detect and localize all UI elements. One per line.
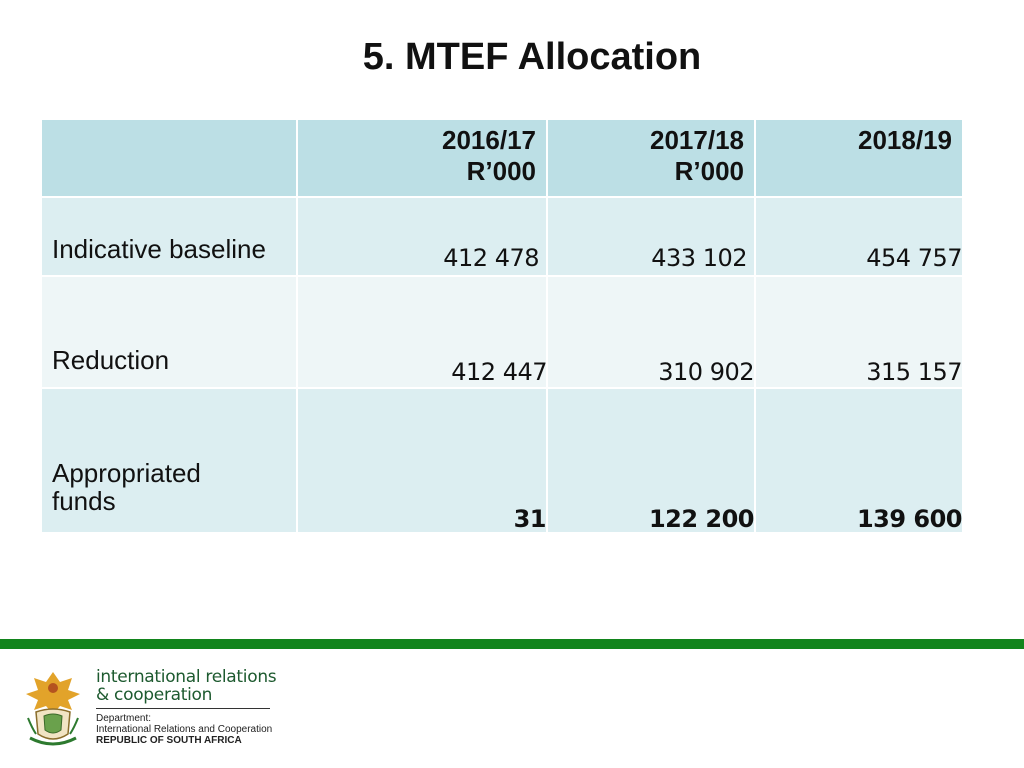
brand-wordmark: international relations & cooperation <box>96 667 277 705</box>
value-2017-18: 122 200 <box>648 505 755 533</box>
brand-line: international relations <box>96 667 277 687</box>
row-label-cell: Appropriated funds <box>42 389 296 532</box>
value-2018-19: 315 157 <box>866 358 962 386</box>
header-cell-2018-19: 2018/19 <box>756 120 962 196</box>
value-cell: 139 600 <box>756 389 963 533</box>
row-label: Reduction <box>52 345 170 375</box>
value-cell: 412 447 <box>298 277 547 387</box>
slide-title: 5. MTEF Allocation <box>362 36 702 78</box>
footer-logo-block: international relations & cooperation De… <box>22 668 282 758</box>
value-cell: 315 157 <box>756 277 962 387</box>
row-label-line: Appropriated <box>52 458 201 488</box>
value-cell: 454 757 <box>756 198 962 275</box>
header-cell-2017-18: 2017/18 R’000 <box>548 120 754 196</box>
footer-divider <box>96 708 270 709</box>
value-2017-18: 433 102 <box>651 244 747 272</box>
dept-label: Department: <box>96 713 152 724</box>
brand-line: & cooperation <box>96 685 213 705</box>
value-cell: 412 478 <box>298 198 546 275</box>
coat-of-arms-icon <box>26 672 80 746</box>
country-name: REPUBLIC OF SOUTH AFRICA <box>96 735 242 746</box>
value-cell: 433 102 <box>548 198 754 275</box>
header-year: 2018/19 <box>858 125 952 155</box>
row-label-line: funds <box>52 486 116 516</box>
value-2016-17: 31 <box>513 505 547 533</box>
value-2016-17: 412 478 <box>443 244 539 272</box>
value-cell: 310 902 <box>548 277 754 387</box>
value-2017-18: 310 902 <box>658 358 754 386</box>
header-unit: R’000 <box>674 156 744 186</box>
row-label: Appropriated funds <box>52 459 201 515</box>
row-label-cell: Reduction <box>42 277 296 387</box>
header-cell-2016-17: 2016/17 R’000 <box>298 120 546 196</box>
value-cell: 122 200 <box>548 389 755 533</box>
value-2018-19: 454 757 <box>866 244 962 272</box>
table-row: Reduction 412 447 310 902 315 157 <box>42 277 962 387</box>
header-year: 2016/17 <box>442 125 536 155</box>
mtef-table: 2016/17 R’000 2017/18 R’000 2018/19 Indi… <box>40 118 964 534</box>
footer-green-bar <box>0 639 1024 649</box>
header-year: 2017/18 <box>650 125 744 155</box>
header-unit: R’000 <box>466 156 536 186</box>
table-row: Appropriated funds 31 122 200 139 600 <box>42 389 963 533</box>
value-cell: 31 <box>298 389 547 533</box>
table-header-row: 2016/17 R’000 2017/18 R’000 2018/19 <box>42 120 962 196</box>
dept-name: International Relations and Cooperation <box>96 724 273 735</box>
header-corner-cell <box>42 120 296 196</box>
table-row: Indicative baseline 412 478 433 102 454 … <box>42 198 962 275</box>
row-label-cell: Indicative baseline <box>42 198 296 275</box>
row-label: Indicative baseline <box>52 234 266 264</box>
value-2016-17: 412 447 <box>451 358 547 386</box>
value-2018-19: 139 600 <box>856 505 963 533</box>
